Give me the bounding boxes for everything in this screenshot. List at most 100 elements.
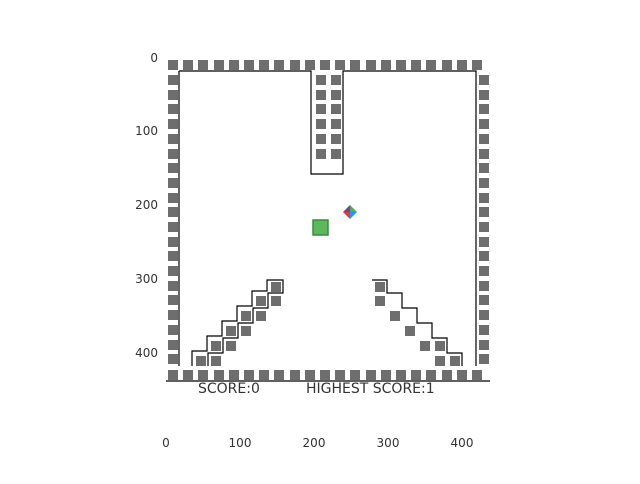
wall-block xyxy=(168,354,178,364)
wall-block xyxy=(390,311,400,321)
wall-block xyxy=(168,75,178,85)
wall-block xyxy=(168,178,178,188)
wall-block xyxy=(335,370,345,380)
wall-block xyxy=(375,296,385,306)
wall-block xyxy=(196,356,206,366)
player-square xyxy=(312,219,329,236)
wall-block xyxy=(479,295,489,305)
wall-block xyxy=(168,266,178,276)
x-tick-label: 300 xyxy=(376,436,400,450)
wall-block xyxy=(168,281,178,291)
wall-block xyxy=(316,134,326,144)
wall-block xyxy=(396,60,406,70)
wall-block xyxy=(305,60,315,70)
corridor-outlines xyxy=(166,70,490,382)
x-tick-label: 0 xyxy=(162,436,170,450)
wall-block xyxy=(211,356,221,366)
wall-block xyxy=(479,354,489,364)
wall-block xyxy=(479,134,489,144)
wall-block xyxy=(226,326,236,336)
wall-block xyxy=(244,370,254,380)
wall-block xyxy=(168,251,178,261)
y-tick-label: 100 xyxy=(135,124,158,138)
wall-block xyxy=(479,149,489,159)
wall-block xyxy=(226,341,236,351)
x-tick-label: 400 xyxy=(450,436,474,450)
wall-block xyxy=(241,326,251,336)
wall-block xyxy=(168,60,178,70)
wall-block xyxy=(479,90,489,100)
wall-block xyxy=(479,104,489,114)
wall-block xyxy=(426,60,436,70)
wall-block xyxy=(244,60,254,70)
wall-block xyxy=(479,193,489,203)
ball-segment xyxy=(343,212,350,219)
wall-block xyxy=(198,370,208,380)
wall-block xyxy=(479,281,489,291)
wall-block xyxy=(316,90,326,100)
wall-block xyxy=(316,75,326,85)
wall-block xyxy=(168,90,178,100)
wall-block xyxy=(331,75,341,85)
wall-block xyxy=(168,222,178,232)
wall-block xyxy=(396,370,406,380)
wall-block xyxy=(198,60,208,70)
wall-block xyxy=(229,60,239,70)
wall-block xyxy=(381,370,391,380)
wall-block xyxy=(479,266,489,276)
x-tick-label: 200 xyxy=(302,436,326,450)
player-square xyxy=(312,219,329,236)
wall-block xyxy=(320,60,330,70)
wall-block xyxy=(316,119,326,129)
wall-block xyxy=(479,75,489,85)
wall-block xyxy=(479,237,489,247)
wall-block xyxy=(168,104,178,114)
wall-block xyxy=(214,60,224,70)
wall-block xyxy=(241,311,251,321)
wall-block xyxy=(420,341,430,351)
right-stair-outline xyxy=(372,279,463,366)
wall-block xyxy=(316,149,326,159)
wall-block xyxy=(168,340,178,350)
wall-block xyxy=(472,370,482,380)
wall-block xyxy=(331,134,341,144)
wall-block xyxy=(472,60,482,70)
wall-block xyxy=(168,325,178,335)
wall-block xyxy=(411,60,421,70)
wall-block xyxy=(168,193,178,203)
wall-block xyxy=(305,370,315,380)
wall-block xyxy=(168,119,178,129)
wall-block xyxy=(256,296,266,306)
y-tick-label: 400 xyxy=(135,346,158,360)
wall-block xyxy=(442,370,452,380)
wall-block xyxy=(211,341,221,351)
wall-block xyxy=(331,104,341,114)
wall-block xyxy=(479,163,489,173)
wall-block xyxy=(168,207,178,217)
score-label: SCORE:0 xyxy=(198,381,260,397)
wall-block xyxy=(375,282,385,292)
wall-block xyxy=(168,149,178,159)
wall-block xyxy=(320,370,330,380)
wall-block xyxy=(457,60,467,70)
wall-block xyxy=(366,370,376,380)
y-tick-label: 200 xyxy=(135,198,158,212)
wall-block xyxy=(271,282,281,292)
wall-block xyxy=(274,370,284,380)
left-stair-outline xyxy=(191,279,284,366)
wall-block xyxy=(450,356,460,366)
ball-segment xyxy=(350,212,357,219)
wall-block xyxy=(168,370,178,380)
wall-block xyxy=(366,60,376,70)
wall-block xyxy=(411,370,421,380)
wall-block xyxy=(457,370,467,380)
highest-score-label: HIGHEST SCORE:1 xyxy=(306,381,435,397)
x-tick-label: 100 xyxy=(228,436,252,450)
wall-block xyxy=(442,60,452,70)
wall-block xyxy=(479,178,489,188)
wall-block xyxy=(479,310,489,320)
wall-block xyxy=(274,60,284,70)
ball-segment xyxy=(350,205,357,212)
wall-block xyxy=(426,370,436,380)
